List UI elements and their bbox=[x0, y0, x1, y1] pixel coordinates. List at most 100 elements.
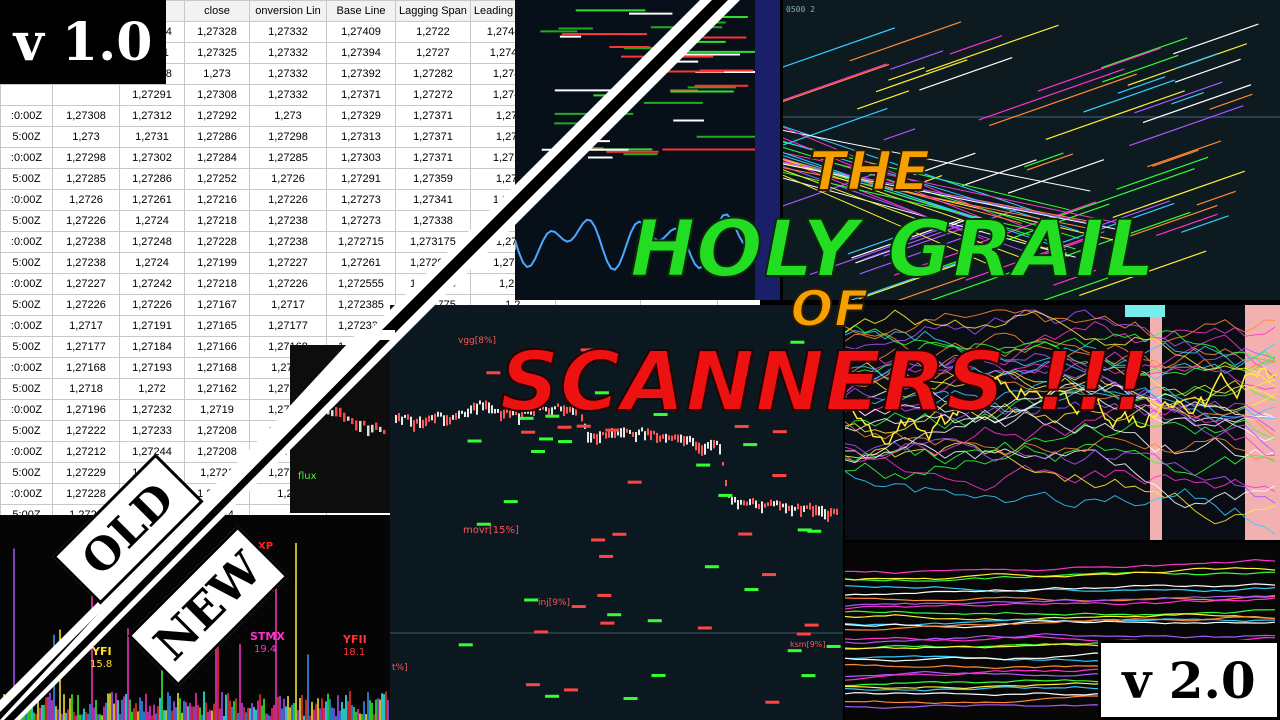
table-cell: 1,2726 bbox=[249, 168, 327, 190]
candle bbox=[446, 415, 448, 426]
table-cell: 5:00Z bbox=[0, 378, 53, 400]
version-1-badge: v 1.0 bbox=[0, 0, 166, 84]
ladder-line bbox=[783, 169, 1030, 262]
table-cell: 1,27286 bbox=[184, 126, 250, 148]
table-cell: 1,27285 bbox=[52, 168, 120, 190]
scanner-tag bbox=[787, 649, 802, 653]
ladder-line bbox=[1083, 79, 1175, 113]
chart-tag-t: t%] bbox=[392, 663, 408, 673]
table-cell: 5:00Z bbox=[0, 168, 53, 190]
candle bbox=[806, 505, 808, 509]
chart-label-stmx-value: 19.4 bbox=[254, 644, 276, 655]
table-cell: 1,27272 bbox=[395, 84, 471, 106]
table-cell: :0:00Z bbox=[0, 315, 53, 337]
ladder-line bbox=[1129, 105, 1244, 147]
series-line bbox=[845, 470, 1276, 535]
table-cell: 1,27341 bbox=[395, 189, 471, 211]
column-header: close bbox=[184, 0, 250, 22]
ladder-line bbox=[851, 219, 962, 259]
candle bbox=[824, 509, 826, 520]
table-cell: 1,272 bbox=[119, 378, 185, 400]
scanner-tag bbox=[627, 480, 642, 484]
table-cell: 1,27218 bbox=[184, 210, 250, 232]
ladder-line bbox=[1209, 93, 1253, 110]
candle bbox=[494, 408, 496, 414]
table-cell: 1,2717 bbox=[52, 315, 120, 337]
candle bbox=[632, 432, 634, 437]
ladder-line bbox=[1174, 58, 1241, 83]
candle bbox=[395, 414, 397, 423]
series-line bbox=[845, 419, 1276, 465]
series-line bbox=[845, 309, 1276, 343]
scanner-tag bbox=[738, 532, 753, 536]
candle bbox=[635, 432, 637, 443]
series-line bbox=[845, 441, 1276, 525]
candle bbox=[821, 505, 823, 517]
table-cell: 1,27248 bbox=[119, 231, 185, 253]
candle bbox=[836, 508, 838, 515]
table-cell: 1,27325 bbox=[184, 42, 250, 64]
table-cell: 1,2724 bbox=[119, 252, 185, 274]
table-cell: 1,27286 bbox=[119, 168, 185, 190]
scanner-tag bbox=[826, 644, 841, 648]
strength-line bbox=[845, 585, 1276, 593]
candle bbox=[425, 417, 427, 427]
table-cell: :0:00Z bbox=[0, 231, 53, 253]
candle bbox=[704, 443, 706, 455]
candle bbox=[818, 506, 820, 516]
table-cell: 1,2718 bbox=[52, 378, 120, 400]
table-cell: 1,27177 bbox=[52, 336, 120, 358]
table-cell: 1,27208 bbox=[184, 420, 250, 442]
candle bbox=[686, 436, 688, 445]
candle bbox=[677, 434, 679, 443]
table-cell: 1,273 bbox=[52, 126, 120, 148]
ladder-line bbox=[783, 63, 890, 103]
candle bbox=[716, 440, 718, 446]
table-cell: 1,27332 bbox=[249, 21, 327, 43]
scanner-tag bbox=[790, 340, 805, 344]
candle bbox=[797, 503, 799, 510]
headline-scanners: SCANNERS !!! bbox=[499, 334, 1151, 431]
table-cell: 1,2726 bbox=[52, 189, 120, 211]
candle bbox=[398, 413, 400, 422]
candle bbox=[650, 430, 652, 441]
ladder-line bbox=[933, 255, 973, 271]
candle bbox=[833, 508, 835, 515]
table-cell: 1,27359 bbox=[395, 168, 471, 190]
candle bbox=[590, 433, 592, 443]
table-cell: :0:00Z bbox=[0, 483, 53, 505]
table-cell: 1,27273 bbox=[326, 210, 396, 232]
table-cell: :0:00Z bbox=[0, 441, 53, 463]
ladder-line bbox=[783, 137, 994, 223]
ladder-line bbox=[783, 169, 886, 207]
candle bbox=[428, 415, 430, 422]
table-cell: 1,27261 bbox=[119, 189, 185, 211]
candle bbox=[335, 407, 338, 417]
mini-candle-chart: flux bbox=[290, 345, 390, 513]
candle bbox=[725, 479, 727, 487]
table-cell: 1,27273 bbox=[326, 189, 396, 211]
table-cell: 1,27282 bbox=[395, 63, 471, 85]
candle bbox=[458, 410, 460, 419]
candle bbox=[359, 420, 362, 432]
ladder-line bbox=[1171, 92, 1204, 105]
table-cell: 1,27184 bbox=[119, 336, 185, 358]
scanner-tag bbox=[736, 356, 751, 360]
candle bbox=[311, 403, 314, 411]
candle bbox=[707, 442, 709, 449]
candle bbox=[740, 499, 742, 505]
scanner-tag bbox=[524, 598, 539, 602]
table-cell: :0:00Z bbox=[0, 399, 53, 421]
multi-line-scanner-chart bbox=[845, 305, 1280, 540]
table-cell: 5:00Z bbox=[0, 336, 53, 358]
scanner-tag bbox=[765, 700, 780, 704]
candle bbox=[776, 500, 778, 506]
table-cell: 1,27291 bbox=[326, 168, 396, 190]
candle bbox=[803, 505, 805, 512]
candle bbox=[779, 501, 781, 511]
candle bbox=[713, 439, 715, 449]
table-cell: 1,27168 bbox=[184, 357, 250, 379]
ladder-line bbox=[1116, 156, 1209, 190]
table-cell: 1,272555 bbox=[326, 273, 396, 295]
ladder-line bbox=[1111, 204, 1218, 243]
